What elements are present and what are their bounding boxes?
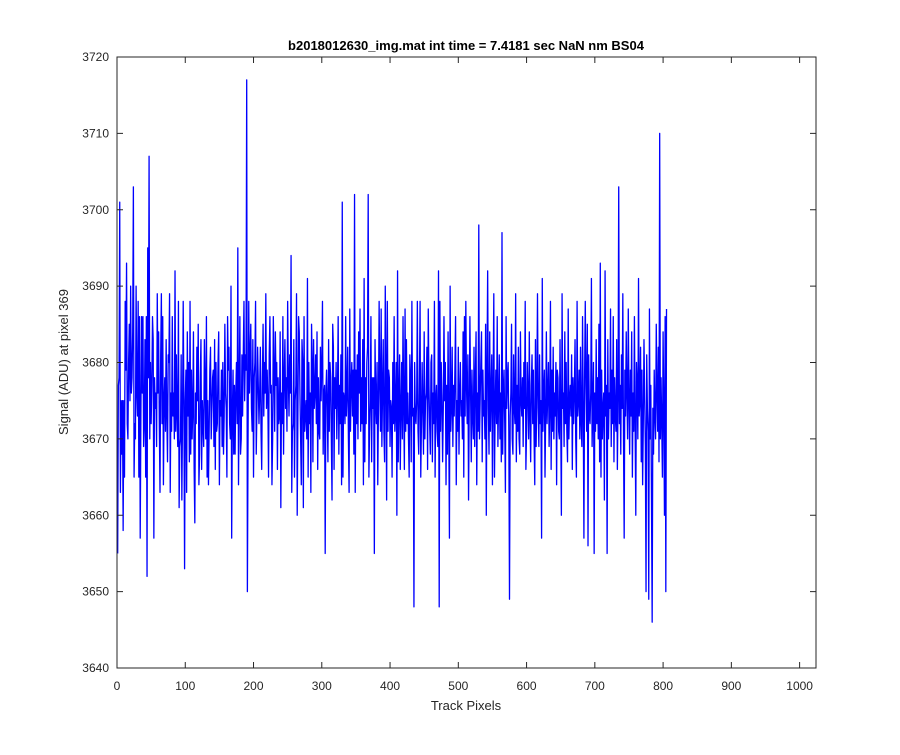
x-tick-label: 400 [380,679,400,693]
y-axis: 3640 3650 3660 3670 3680 3690 3700 3710 3720 [82,50,816,675]
y-tick-label: 3660 [82,508,109,522]
x-tick-label: 1000 [786,679,813,693]
x-axis: 0 100 200 300 400 500 600 700 800 900 1000 [114,57,813,693]
chart-title: b2018012630_img.mat int time = 7.4181 se… [288,38,645,53]
y-tick-label: 3700 [82,203,109,217]
y-tick-label: 3680 [82,356,109,370]
x-tick-label: 900 [721,679,741,693]
x-axis-label: Track Pixels [431,698,502,713]
series-layer [117,79,668,623]
x-tick-label: 300 [312,679,332,693]
y-tick-label: 3640 [82,661,109,675]
x-tick-label: 800 [653,679,673,693]
x-tick-label: 0 [114,679,121,693]
y-tick-label: 3670 [82,432,109,446]
x-tick-label: 500 [448,679,468,693]
x-tick-label: 200 [244,679,264,693]
y-tick-label: 3650 [82,585,109,599]
series-line [117,79,668,623]
y-tick-label: 3710 [82,126,109,140]
x-tick-label: 700 [585,679,605,693]
y-tick-label: 3690 [82,279,109,293]
y-axis-label: Signal (ADU) at pixel 369 [56,289,71,435]
y-tick-label: 3720 [82,50,109,64]
x-tick-label: 100 [175,679,195,693]
x-tick-label: 600 [517,679,537,693]
